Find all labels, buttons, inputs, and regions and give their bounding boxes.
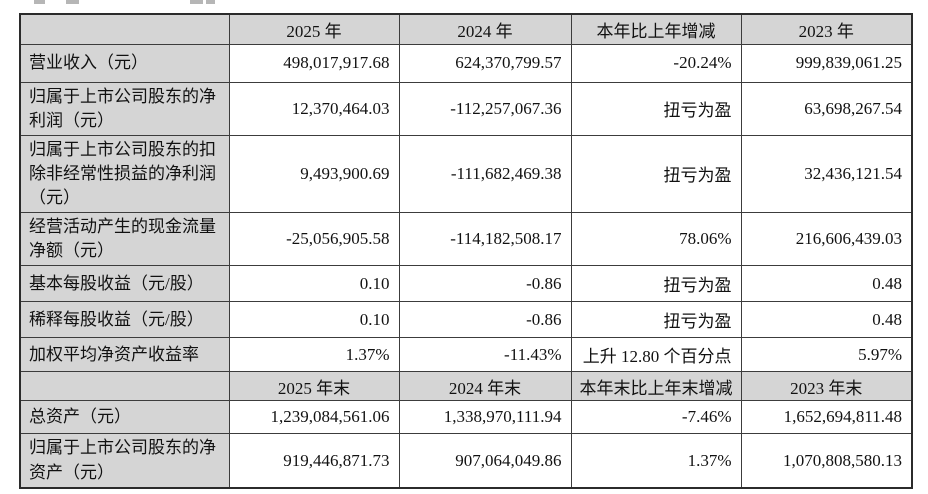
cell-change: 扭亏为盈 [570, 134, 742, 214]
cell-2025: 1.37% [228, 337, 400, 373]
row-label: 经营活动产生的现金流量净额（元） [19, 212, 230, 267]
row-label: 稀释每股收益（元/股） [19, 301, 230, 339]
cell-2024: -0.86 [398, 301, 572, 339]
cell-2023-end: 1,070,808,580.13 [740, 433, 913, 489]
table-row: 归属于上市公司股东的净资产（元） 919,446,871.73 907,064,… [19, 433, 913, 489]
header-2024: 2024 年 [398, 13, 572, 45]
cell-2023: 0.48 [740, 265, 913, 303]
header-2025: 2025 年 [228, 13, 400, 45]
header-2024-end: 2024 年末 [398, 371, 572, 402]
cell-2023: 216,606,439.03 [740, 212, 913, 267]
header-2023-end: 2023 年末 [740, 371, 913, 402]
row-label: 归属于上市公司股东的净利润（元） [19, 81, 230, 136]
cropped-text-fragment [34, 0, 45, 4]
cell-2023-end: 1,652,694,811.48 [740, 400, 913, 435]
table-row: 基本每股收益（元/股） 0.10 -0.86 扭亏为盈 0.48 [19, 265, 913, 303]
cell-2023: 63,698,267.54 [740, 81, 913, 136]
row-label: 加权平均净资产收益率 [19, 337, 230, 373]
cell-change: 扭亏为盈 [570, 265, 742, 303]
cropped-text-fragment [66, 0, 79, 4]
cell-change: -20.24% [570, 43, 742, 83]
row-label: 归属于上市公司股东的扣除非经常性损益的净利润（元） [19, 134, 230, 214]
table-row: 总资产（元） 1,239,084,561.06 1,338,970,111.94… [19, 400, 913, 435]
cell-2025: 12,370,464.03 [228, 81, 400, 136]
cell-2024: -11.43% [398, 337, 572, 373]
cell-change: -7.46% [570, 400, 742, 435]
table-row: 加权平均净资产收益率 1.37% -11.43% 上升 12.80 个百分点 5… [19, 337, 913, 373]
row-label: 总资产（元） [19, 400, 230, 435]
header-yearend-change: 本年末比上年末增减 [570, 371, 742, 402]
row-label: 归属于上市公司股东的净资产（元） [19, 433, 230, 489]
row-label: 营业收入（元） [19, 43, 230, 83]
table-row: 归属于上市公司股东的净利润（元） 12,370,464.03 -112,257,… [19, 81, 913, 136]
cell-2025-end: 919,446,871.73 [228, 433, 400, 489]
cell-2024: 624,370,799.57 [398, 43, 572, 83]
cell-2025-end: 1,239,084,561.06 [228, 400, 400, 435]
cropped-text-fragment [190, 0, 203, 4]
cell-change: 1.37% [570, 433, 742, 489]
cell-2025: 0.10 [228, 265, 400, 303]
cell-change: 扭亏为盈 [570, 81, 742, 136]
cell-2023: 999,839,061.25 [740, 43, 913, 83]
cell-2024: -111,682,469.38 [398, 134, 572, 214]
cell-change: 扭亏为盈 [570, 301, 742, 339]
cell-2025: 9,493,900.69 [228, 134, 400, 214]
header-yoy-change: 本年比上年增减 [570, 13, 742, 45]
table-header-row-annual: 2025 年 2024 年 本年比上年增减 2023 年 [19, 13, 913, 45]
cell-2023: 0.48 [740, 301, 913, 339]
cell-2025: 0.10 [228, 301, 400, 339]
table-header-row-yearend: 2025 年末 2024 年末 本年末比上年末增减 2023 年末 [19, 371, 913, 402]
row-label: 基本每股收益（元/股） [19, 265, 230, 303]
cell-2024: -112,257,067.36 [398, 81, 572, 136]
table-row: 归属于上市公司股东的扣除非经常性损益的净利润（元） 9,493,900.69 -… [19, 134, 913, 214]
cell-2024: -114,182,508.17 [398, 212, 572, 267]
cell-2025: 498,017,917.68 [228, 43, 400, 83]
header-empty-cell [19, 13, 230, 45]
cell-2024-end: 907,064,049.86 [398, 433, 572, 489]
cell-change: 78.06% [570, 212, 742, 267]
cell-2025: -25,056,905.58 [228, 212, 400, 267]
header-2023: 2023 年 [740, 13, 913, 45]
cell-2024: -0.86 [398, 265, 572, 303]
table-row: 稀释每股收益（元/股） 0.10 -0.86 扭亏为盈 0.48 [19, 301, 913, 339]
cell-2023: 5.97% [740, 337, 913, 373]
header-2025-end: 2025 年末 [228, 371, 400, 402]
cell-2024-end: 1,338,970,111.94 [398, 400, 572, 435]
table-row: 经营活动产生的现金流量净额（元） -25,056,905.58 -114,182… [19, 212, 913, 267]
table-row: 营业收入（元） 498,017,917.68 624,370,799.57 -2… [19, 43, 913, 83]
cropped-text-fragment [206, 0, 215, 4]
cell-change: 上升 12.80 个百分点 [570, 337, 742, 373]
key-financial-data-table: 2025 年 2024 年 本年比上年增减 2023 年 营业收入（元） 498… [19, 13, 913, 489]
header-empty-cell [19, 371, 230, 402]
cell-2023: 32,436,121.54 [740, 134, 913, 214]
